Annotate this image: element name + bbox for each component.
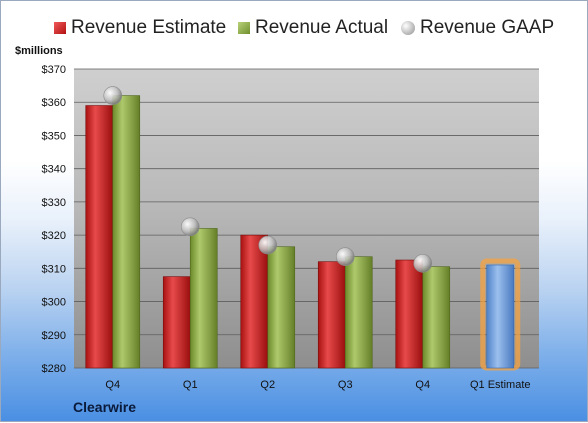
y-tick-label: $330 [42,197,66,209]
bar-revenue-estimate [317,261,346,369]
y-tick-label: $290 [42,330,66,342]
y-tick-label: $300 [42,297,66,309]
x-tick-label: Q1 Estimate [470,379,531,391]
y-tick-label: $280 [42,363,66,375]
marker-revenue-gaap [258,235,278,255]
marker-revenue-gaap [335,247,355,267]
y-tick-label: $370 [42,64,66,76]
bar-revenue-actual [344,256,373,369]
bar-revenue-actual [422,266,451,369]
legend-swatch-actual [238,22,250,34]
legend-label-actual: Revenue Actual [255,17,389,38]
legend-swatch-estimate [54,22,66,34]
x-tick-label: Q4 [415,379,430,391]
bar-revenue-estimate [395,259,424,369]
y-tick-label: $310 [42,263,66,275]
legend-swatch-gaap [401,21,415,35]
y-tick-label: $360 [42,97,66,109]
x-tick-label: Q4 [105,379,120,391]
bar-revenue-actual [267,246,296,369]
bar-revenue-estimate [85,105,114,369]
bar-revenue-estimate [162,276,191,369]
chart-legend: Revenue Estimate Revenue Actual Revenue … [1,17,587,41]
marker-revenue-gaap [180,217,200,237]
y-tick-label: $320 [42,230,66,242]
x-tick-label: Q2 [260,379,275,391]
bar-q1-estimate [486,264,515,369]
y-tick-label: $350 [42,130,66,142]
x-tick-label: Q3 [338,379,353,391]
y-axis-unit-label: $millions [15,45,63,57]
marker-revenue-gaap [413,254,433,273]
legend-item-estimate: Revenue Estimate [54,17,226,39]
legend-item-gaap: Revenue GAAP [401,17,554,39]
y-tick-label: $340 [42,164,66,176]
marker-revenue-gaap [103,86,123,105]
legend-label-gaap: Revenue GAAP [420,17,555,38]
legend-item-actual: Revenue Actual [238,17,388,39]
bar-revenue-estimate [240,234,269,369]
legend-label-estimate: Revenue Estimate [71,17,227,38]
x-tick-label: Q1 [183,379,198,391]
bar-revenue-actual [189,228,218,369]
company-name: Clearwire [73,399,137,415]
bar-revenue-actual [112,95,141,369]
plot-area [74,69,539,368]
